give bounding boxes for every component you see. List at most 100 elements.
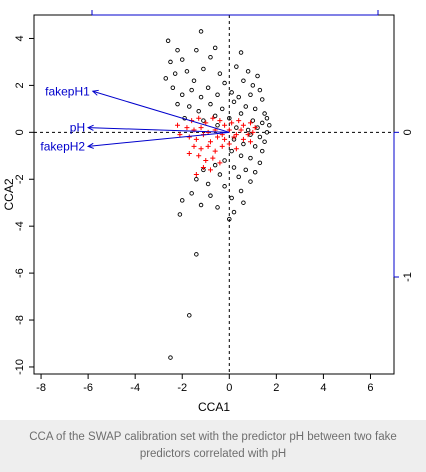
site-point	[165, 38, 171, 44]
site-point	[179, 198, 185, 203]
species-point	[233, 132, 239, 138]
x-tick-label: -2	[177, 382, 187, 394]
site-point	[227, 216, 232, 222]
site-point	[234, 125, 239, 130]
site-point	[231, 165, 237, 170]
site-point	[245, 127, 251, 133]
species-point	[191, 143, 197, 149]
y-tick-label: -6	[14, 268, 26, 278]
species-point	[207, 167, 213, 173]
right-axis-tick-label: -1	[402, 272, 414, 282]
species-point	[200, 165, 206, 171]
site-point	[241, 78, 246, 83]
site-point	[168, 59, 173, 65]
site-point	[248, 155, 253, 161]
site-point	[250, 83, 256, 88]
species-point	[231, 134, 237, 140]
site-point	[264, 130, 270, 135]
site-point	[264, 115, 270, 121]
species-point	[233, 146, 239, 152]
species-point	[222, 136, 228, 142]
site-point	[212, 45, 218, 51]
x-tick-label: -4	[130, 382, 140, 394]
species-point	[212, 148, 218, 154]
predictor-arrow	[88, 127, 230, 133]
site-point	[241, 200, 246, 205]
species-point	[196, 153, 202, 159]
species-point	[217, 118, 223, 124]
species-point	[186, 150, 192, 156]
species-point	[245, 132, 251, 138]
site-point	[205, 85, 211, 90]
site-point	[238, 153, 244, 159]
predictor-label: pH	[70, 121, 85, 135]
site-point	[222, 80, 227, 86]
site-point	[217, 71, 223, 76]
site-point	[250, 118, 256, 123]
species-point	[177, 132, 183, 138]
site-point	[194, 47, 199, 53]
site-point	[238, 50, 244, 55]
y-tick-label: -10	[14, 359, 26, 375]
species-point	[210, 155, 216, 161]
species-point	[186, 134, 192, 140]
right-axis-tick-label: 0	[402, 129, 414, 135]
x-tick-label: -6	[83, 382, 93, 394]
species-point	[247, 120, 253, 126]
site-point	[257, 134, 263, 140]
species-point	[205, 143, 211, 149]
site-point	[238, 111, 244, 116]
site-point	[238, 188, 244, 194]
predictor-label: fakepH1	[45, 84, 90, 98]
site-point	[222, 184, 227, 189]
site-point	[267, 123, 272, 128]
cca-biplot: -8 -6 -4 -2 0 2 4 6 CCA1 -10 -8 -6 -4 -2 0 2 4 CCA2 0 -1 fak…	[2, 10, 414, 414]
species-point	[222, 122, 228, 128]
species-point	[198, 146, 204, 152]
species-point	[236, 118, 242, 124]
site-point	[208, 101, 213, 107]
species-point	[240, 122, 246, 128]
site-point	[243, 104, 249, 109]
site-point	[259, 148, 265, 154]
site-point	[175, 47, 180, 53]
x-tick-label: 0	[226, 382, 232, 394]
site-point	[194, 176, 199, 182]
site-point	[170, 85, 176, 90]
site-point	[241, 141, 246, 147]
site-point	[236, 94, 241, 100]
species-point	[175, 122, 181, 128]
site-point	[208, 193, 213, 198]
species-point	[226, 141, 232, 147]
species-point	[250, 129, 256, 135]
species-point	[240, 136, 246, 142]
species-point	[215, 134, 221, 140]
site-point	[172, 71, 178, 76]
species-point	[198, 125, 204, 131]
site-point	[194, 252, 199, 257]
y-tick-label: -4	[14, 221, 26, 231]
site-point	[208, 54, 213, 60]
site-point	[179, 57, 185, 62]
x-tick-label: 6	[367, 382, 373, 394]
x-tick-label: 4	[320, 382, 326, 394]
predictor-arrowhead	[86, 124, 94, 131]
site-point	[231, 209, 237, 215]
site-point	[163, 76, 169, 81]
site-point	[255, 73, 260, 79]
predictor-arrow	[88, 131, 230, 147]
y-tick-label: 2	[14, 82, 26, 88]
site-point	[252, 144, 258, 149]
site-point	[231, 99, 237, 105]
species-point	[203, 157, 209, 163]
site-point	[198, 202, 204, 208]
site-point	[219, 106, 225, 112]
site-point	[245, 69, 251, 74]
species-point	[184, 125, 190, 131]
species-point	[203, 120, 209, 126]
site-point	[198, 94, 204, 100]
site-point	[236, 174, 241, 180]
site-point	[179, 92, 185, 98]
site-point	[201, 118, 206, 123]
figure-caption: CCA of the SWAP calibration set with the…	[29, 431, 397, 460]
